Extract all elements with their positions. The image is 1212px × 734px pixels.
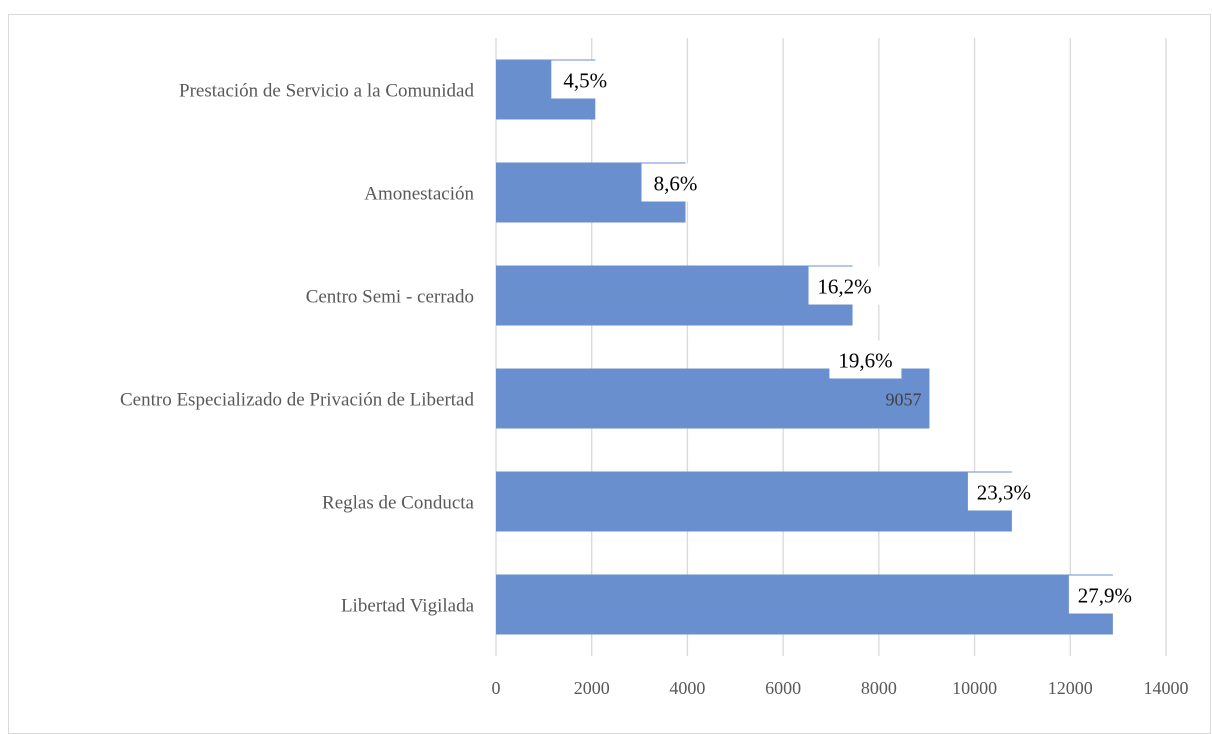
x-tick-label: 6000 bbox=[765, 678, 801, 698]
percent-label-box bbox=[641, 163, 710, 202]
bar bbox=[496, 265, 853, 326]
percent-label: 27,9% bbox=[1078, 584, 1132, 608]
x-tick-label: 10000 bbox=[952, 678, 997, 698]
value-label: 9057 bbox=[885, 390, 921, 410]
percent-label-box bbox=[551, 60, 620, 99]
percent-label: 19,6% bbox=[838, 349, 892, 373]
x-tick-label: 4000 bbox=[669, 678, 705, 698]
label-layer: Prestación de Servicio a la Comunidad20A… bbox=[120, 60, 1141, 617]
percent-label: 4,5% bbox=[563, 69, 607, 93]
category-label: Libertad Vigilada bbox=[341, 596, 475, 617]
x-tick-label: 12000 bbox=[1048, 678, 1093, 698]
percent-label-box bbox=[808, 266, 881, 305]
percent-label: 8,6% bbox=[654, 172, 698, 196]
percent-label-box bbox=[967, 472, 1040, 511]
x-tick-label: 2000 bbox=[574, 678, 610, 698]
category-label: Amonestación bbox=[364, 184, 474, 205]
x-tick-label: 8000 bbox=[861, 678, 897, 698]
percent-label-box bbox=[829, 340, 902, 379]
bar-layer bbox=[496, 59, 1113, 635]
category-label: Centro Semi - cerrado bbox=[306, 287, 474, 308]
bar bbox=[496, 471, 1012, 532]
category-label: Prestación de Servicio a la Comunidad bbox=[179, 81, 474, 102]
percent-label: 23,3% bbox=[977, 481, 1031, 505]
percent-label: 16,2% bbox=[817, 275, 871, 299]
x-tick-label: 14000 bbox=[1144, 678, 1189, 698]
grid-layer bbox=[495, 38, 1167, 656]
x-tick-label: 0 bbox=[492, 678, 501, 698]
percent-label-box bbox=[1068, 575, 1141, 614]
category-label: Centro Especializado de Privación de Lib… bbox=[120, 390, 475, 411]
category-label: Reglas de Conducta bbox=[322, 493, 475, 514]
bar bbox=[496, 574, 1113, 635]
bar-chart: Prestación de Servicio a la Comunidad20A… bbox=[120, 38, 1189, 698]
axis-layer: 0 2000 4000 6000 8000 10000 12000 14000 bbox=[492, 678, 1189, 698]
